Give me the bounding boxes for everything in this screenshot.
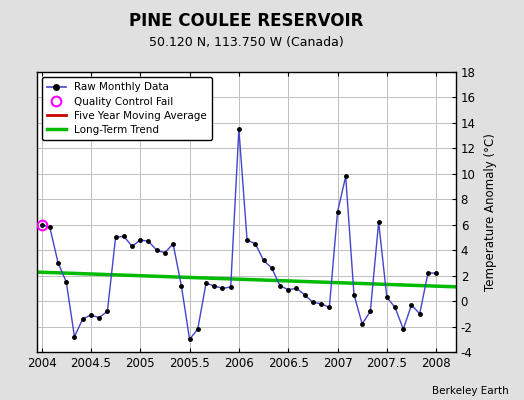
Text: PINE COULEE RESERVOIR: PINE COULEE RESERVOIR (129, 12, 364, 30)
Y-axis label: Temperature Anomaly (°C): Temperature Anomaly (°C) (484, 133, 497, 291)
Text: 50.120 N, 113.750 W (Canada): 50.120 N, 113.750 W (Canada) (149, 36, 344, 49)
Text: Berkeley Earth: Berkeley Earth (432, 386, 508, 396)
Legend: Raw Monthly Data, Quality Control Fail, Five Year Moving Average, Long-Term Tren: Raw Monthly Data, Quality Control Fail, … (42, 77, 212, 140)
